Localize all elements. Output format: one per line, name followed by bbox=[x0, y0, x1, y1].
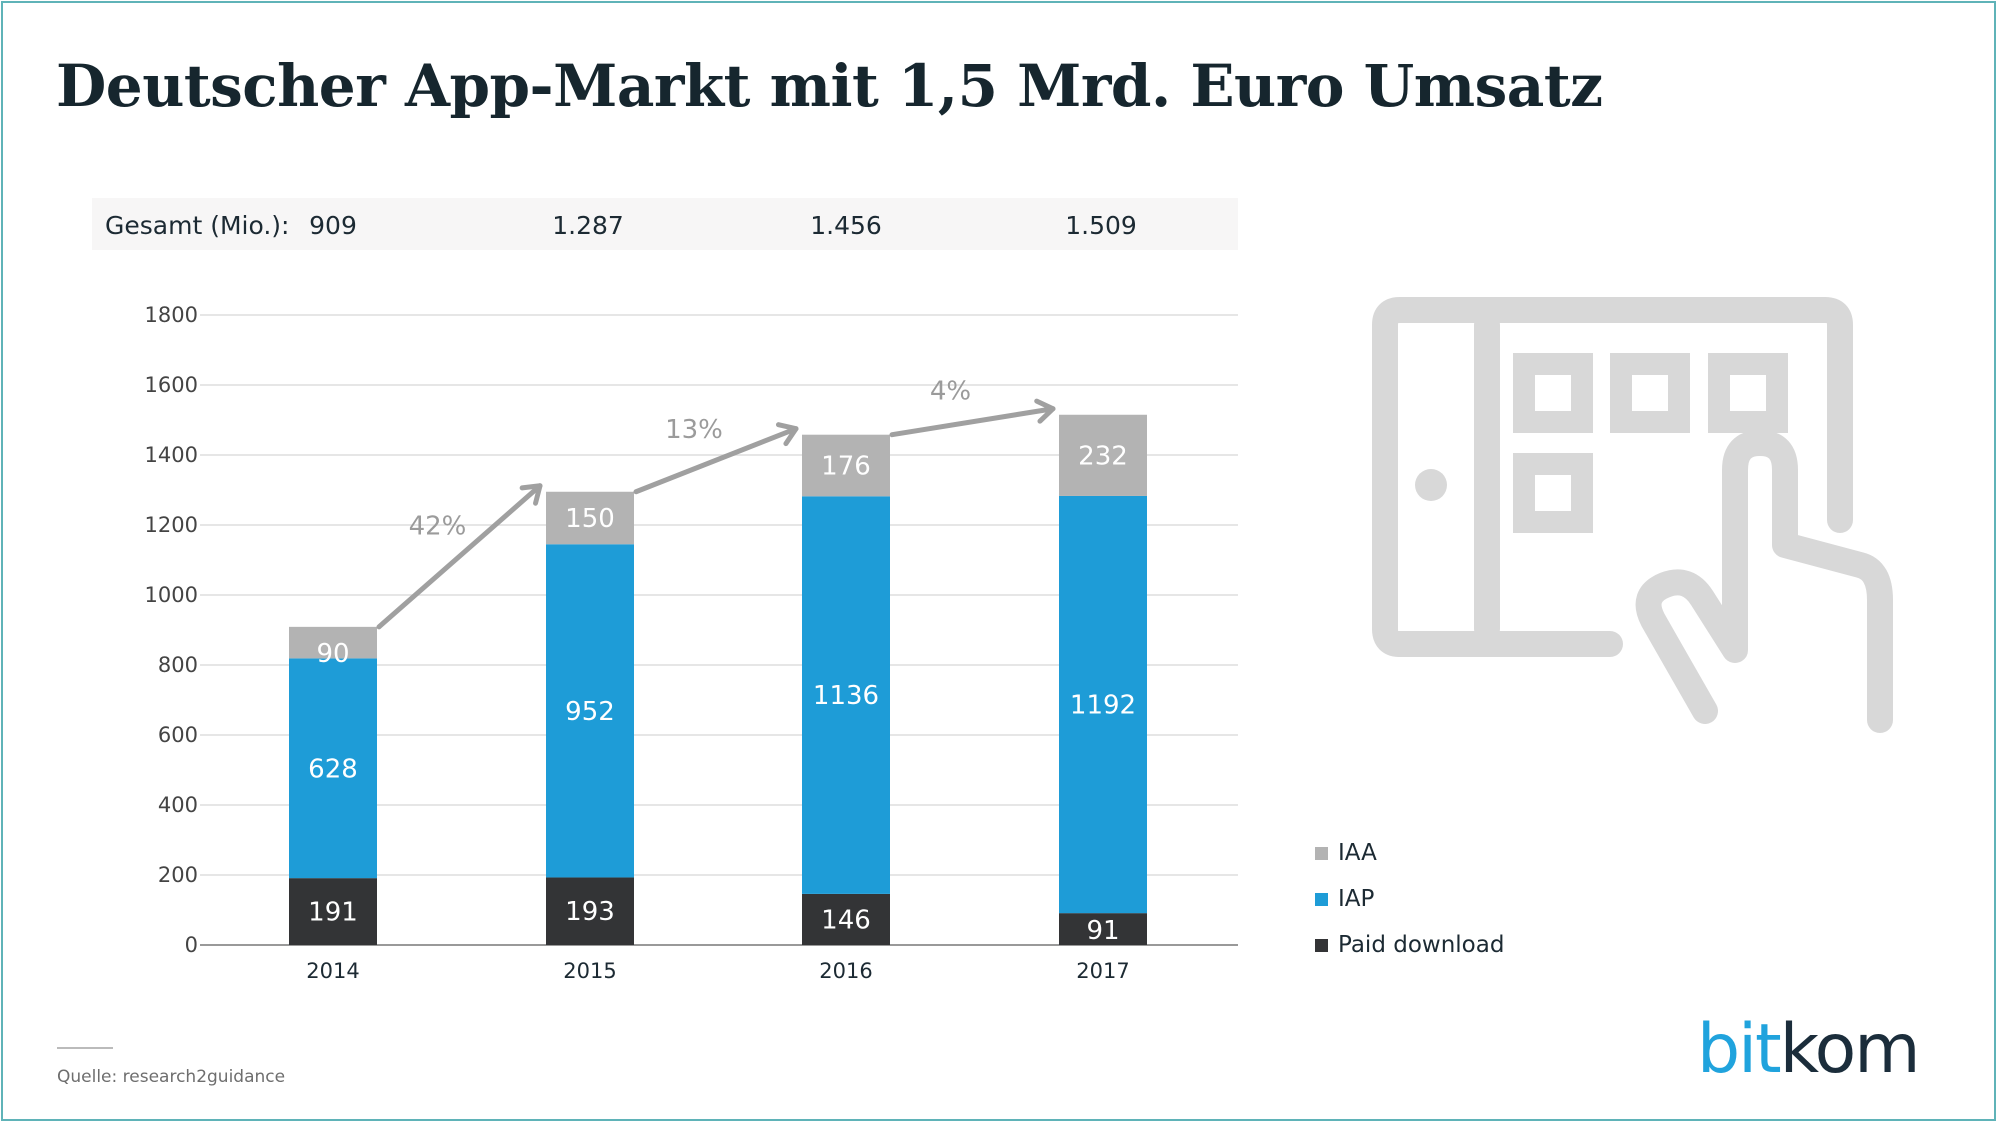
bar-iaa-2017 bbox=[1059, 414, 1147, 496]
bars bbox=[289, 414, 1147, 945]
growth-arrowhead-2 bbox=[775, 422, 799, 447]
growth-label-3: 4% bbox=[930, 377, 971, 407]
bar-iap-2014 bbox=[289, 658, 377, 879]
data-label-iaa-2017: 232 bbox=[1078, 441, 1128, 471]
x-tick-label-2017: 2017 bbox=[1076, 959, 1129, 983]
y-tick-label-1400: 1400 bbox=[145, 443, 198, 467]
x-tick-label-2015: 2015 bbox=[563, 959, 616, 983]
totals-label: Gesamt (Mio.): bbox=[105, 211, 290, 240]
x-tick-label-2016: 2016 bbox=[819, 959, 872, 983]
data-label-iap-2014: 628 bbox=[308, 754, 358, 784]
data-label-iap-2017: 1192 bbox=[1070, 691, 1136, 721]
total-value-2015: 1.287 bbox=[552, 211, 624, 240]
bar-iaa-2014 bbox=[289, 626, 377, 659]
data-label-iaa-2015: 150 bbox=[565, 504, 615, 534]
legend-item-paid-download: Paid download bbox=[1315, 922, 1504, 968]
app-tile-2 bbox=[1610, 353, 1690, 433]
y-tick-label-0: 0 bbox=[185, 933, 198, 957]
source-note: Quelle: research2guidance bbox=[57, 1067, 286, 1087]
data-label-paid-download-2015: 193 bbox=[565, 897, 615, 927]
y-tick-label-1800: 1800 bbox=[145, 303, 198, 327]
bitkom-logo: bitkom bbox=[1697, 1016, 1921, 1084]
legend-item-iap: IAP bbox=[1315, 876, 1504, 922]
bar-iap-2017 bbox=[1059, 495, 1147, 914]
total-value-2016: 1.456 bbox=[810, 211, 882, 240]
bar-iap-2016 bbox=[802, 496, 890, 894]
data-label-iaa-2016: 176 bbox=[821, 452, 871, 482]
growth-label-2: 13% bbox=[665, 415, 723, 445]
growth-arrowhead-1 bbox=[519, 483, 543, 506]
data-label-paid-download-2016: 146 bbox=[821, 905, 871, 935]
y-tick-label-200: 200 bbox=[158, 863, 198, 887]
legend-label-iap: IAP bbox=[1338, 886, 1375, 912]
legend-swatch-iaa bbox=[1315, 846, 1328, 860]
app-tile-4 bbox=[1513, 453, 1593, 533]
source-divider bbox=[57, 1047, 113, 1049]
legend-item-iaa: IAA bbox=[1315, 830, 1504, 876]
app-tile-1 bbox=[1513, 353, 1593, 433]
legend: IAA IAP Paid download bbox=[1315, 830, 1504, 968]
growth-arrowhead-3 bbox=[1034, 398, 1056, 424]
page-title: Deutscher App-Markt mit 1,5 Mrd. Euro Um… bbox=[56, 52, 1603, 120]
legend-label-paid-download: Paid download bbox=[1338, 932, 1505, 958]
bar-iaa-2015 bbox=[546, 491, 634, 545]
legend-label-iaa: IAA bbox=[1338, 840, 1377, 866]
bar-iap-2015 bbox=[546, 544, 634, 878]
legend-swatch-iap bbox=[1315, 892, 1328, 906]
data-label-paid-download-2014: 191 bbox=[308, 898, 358, 928]
labels: 191 628 90 2014 193 952 150 2015 146 1136 176 2016 9… bbox=[306, 441, 1136, 983]
bar-paid-download-2014 bbox=[289, 878, 377, 945]
total-value-2017: 1.509 bbox=[1065, 211, 1137, 240]
data-label-iap-2015: 952 bbox=[565, 697, 615, 727]
y-tick-label-1000: 1000 bbox=[145, 583, 198, 607]
x-tick-label-2014: 2014 bbox=[306, 959, 359, 983]
growth-arrows: 42% 13% 4% bbox=[376, 377, 1056, 630]
logo-part-bit: bit bbox=[1697, 1010, 1782, 1089]
y-tick-label-600: 600 bbox=[158, 723, 198, 747]
y-tick-label-1200: 1200 bbox=[145, 513, 198, 537]
app-tile-3 bbox=[1708, 353, 1788, 433]
totals-row: Gesamt (Mio.): 909 1.287 1.456 1.509 bbox=[92, 198, 1238, 250]
bar-paid-download-2016 bbox=[802, 893, 890, 945]
growth-arrow-2 bbox=[633, 426, 799, 495]
bar-iaa-2016 bbox=[802, 434, 890, 497]
legend-swatch-paid-download bbox=[1315, 938, 1328, 952]
bar-paid-download-2015 bbox=[546, 877, 634, 945]
growth-label-1: 42% bbox=[409, 511, 467, 541]
data-label-iaa-2014: 90 bbox=[316, 639, 349, 669]
data-label-paid-download-2017: 91 bbox=[1086, 916, 1119, 946]
bar-paid-download-2017 bbox=[1059, 913, 1147, 945]
growth-arrow-3 bbox=[889, 406, 1056, 438]
logo-part-kom: kom bbox=[1779, 1010, 1921, 1089]
y-tick-label-800: 800 bbox=[158, 653, 198, 677]
y-tick-label-400: 400 bbox=[158, 793, 198, 817]
total-value-2014: 909 bbox=[309, 211, 357, 240]
growth-arrow-1 bbox=[376, 483, 543, 630]
y-tick-label-1600: 1600 bbox=[145, 373, 198, 397]
data-label-iap-2016: 1136 bbox=[813, 681, 879, 711]
